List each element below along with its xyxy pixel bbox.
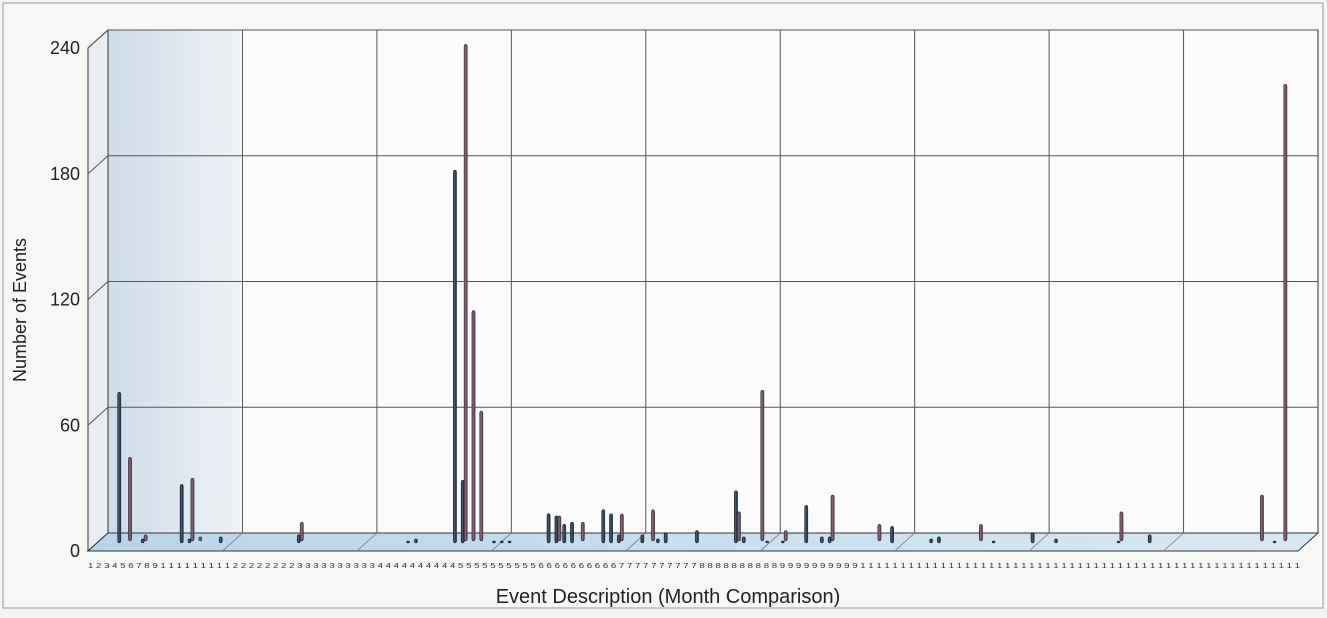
bar-highlight xyxy=(1121,513,1122,540)
bar-highlight xyxy=(621,515,622,540)
bar-highlight xyxy=(891,527,892,542)
x-axis-label: Event Description (Month Comparison) xyxy=(496,586,841,608)
bar-highlight xyxy=(220,538,221,542)
bar-highlight xyxy=(465,45,466,540)
y-axis-label: Number of Events xyxy=(10,238,30,382)
bar-highlight xyxy=(1261,496,1262,540)
bar-highlight xyxy=(582,523,583,540)
x-tick-label-row: 1 2 3 4 5 6 7 8 9 1 1 1 1 1 1 1 1 1 2 2 … xyxy=(88,563,1300,570)
y-tick-label: 180 xyxy=(50,164,80,184)
bar-highlight xyxy=(480,412,481,540)
bar-highlight xyxy=(602,510,603,542)
bar-highlight xyxy=(652,511,653,540)
bar-highlight xyxy=(462,481,463,542)
bar-highlight xyxy=(657,540,658,542)
bar-highlight xyxy=(415,540,416,542)
bar-highlight xyxy=(1032,534,1033,542)
bar-highlight xyxy=(735,492,736,542)
bar-highlight xyxy=(696,531,697,542)
bar-highlight xyxy=(1149,536,1150,542)
bar-highlight xyxy=(821,538,822,542)
bar-highlight xyxy=(548,515,549,542)
bar-highlight xyxy=(199,538,200,540)
bar-highlight xyxy=(1285,85,1286,540)
bar-highlight xyxy=(129,458,130,540)
bar-highlight xyxy=(930,540,931,542)
bar-highlight xyxy=(738,513,739,540)
bar-highlight xyxy=(980,525,981,540)
bar-highlight xyxy=(610,515,611,542)
bar-highlight xyxy=(829,538,830,542)
bar-highlight xyxy=(762,391,763,540)
bar-highlight xyxy=(454,171,455,542)
bar-highlight xyxy=(192,479,193,540)
plot-floor xyxy=(88,533,1318,551)
bar-highlight xyxy=(181,485,182,542)
bar-highlight xyxy=(938,538,939,542)
bar-highlight xyxy=(665,534,666,542)
bar-highlight xyxy=(618,536,619,542)
bar-highlight xyxy=(1055,540,1056,542)
y-tick-label: 240 xyxy=(50,38,80,58)
bar-highlight xyxy=(571,523,572,542)
y-tick-label: 0 xyxy=(70,541,80,561)
bar-highlight xyxy=(805,506,806,542)
bar-highlight xyxy=(189,540,190,542)
bar-highlight xyxy=(879,525,880,540)
y-tick-label: 120 xyxy=(50,290,80,310)
bar-highlight xyxy=(473,311,474,540)
bar-highlight xyxy=(743,538,744,542)
bar-highlight xyxy=(559,517,560,540)
bar-highlight xyxy=(145,536,146,540)
bar-highlight xyxy=(298,536,299,542)
bar-highlight xyxy=(641,536,642,542)
bar-highlight xyxy=(785,532,786,540)
bar-highlight xyxy=(563,525,564,542)
bar-highlight xyxy=(832,496,833,540)
y-tick-label: 60 xyxy=(60,415,80,435)
bar-highlight xyxy=(556,517,557,542)
bar-highlight xyxy=(118,393,119,542)
bar-highlight xyxy=(142,540,143,542)
bar-highlight xyxy=(301,523,302,540)
